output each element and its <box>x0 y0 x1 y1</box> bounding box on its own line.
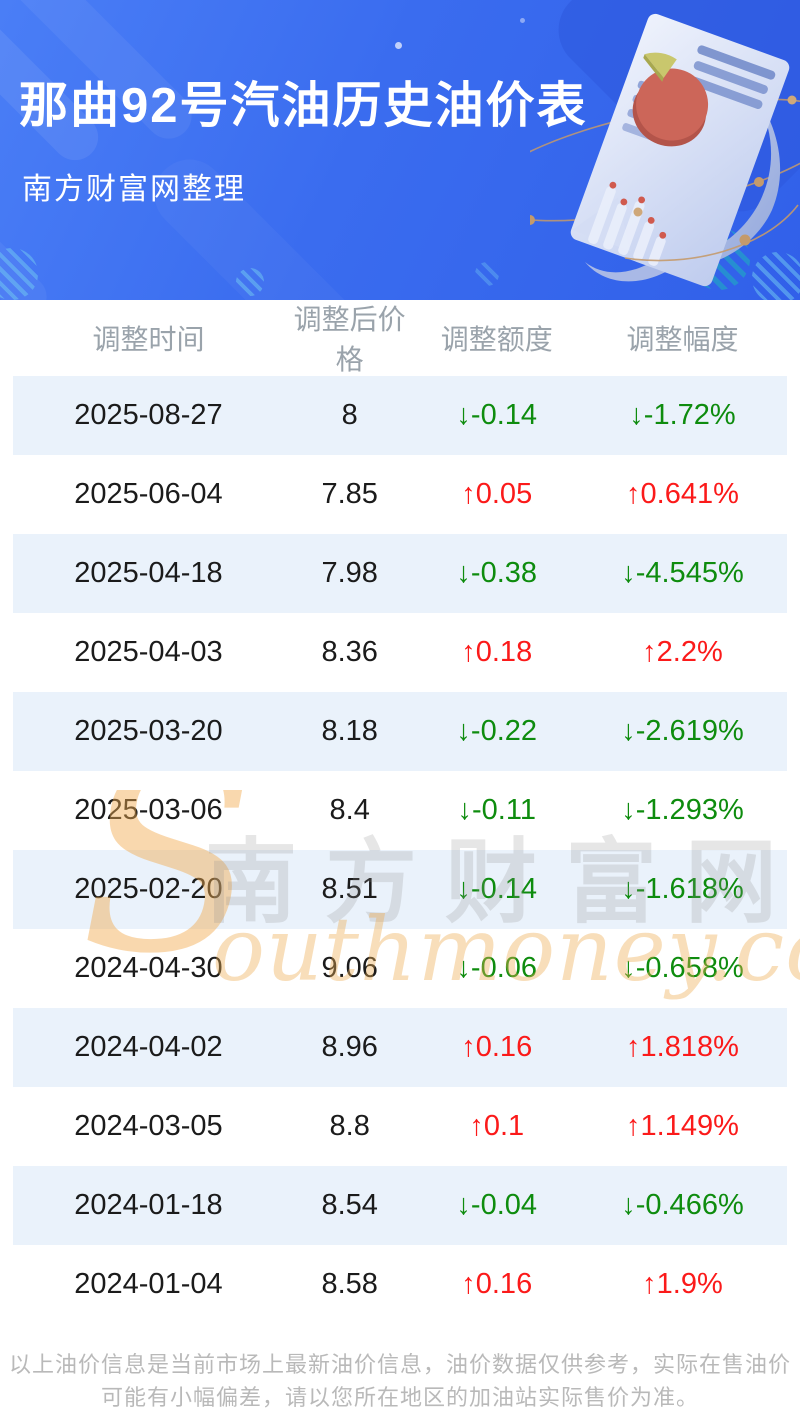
finance-report-illustration-icon <box>530 13 800 287</box>
disclaimer-text: 以上油价信息是当前市场上最新油价信息，油价数据仅供参考，实际在售油价可能有小幅偏… <box>8 1352 791 1410</box>
table-row: 2025-04-18 7.98 ↓-0.38 ↓-4.545% <box>13 534 787 613</box>
cell-price: 8.54 <box>321 1189 378 1221</box>
cell-rate: ↓-1.293% <box>621 794 744 826</box>
decor-striped-circle <box>752 252 800 300</box>
cell-price: 7.85 <box>321 478 378 510</box>
table-row: 2024-01-18 8.54 ↓-0.04 ↓-0.466% <box>13 1166 787 1245</box>
cell-date: 2025-04-03 <box>74 636 223 668</box>
cell-rate: ↑1.818% <box>626 1031 739 1063</box>
cell-amount: ↑0.16 <box>461 1268 533 1300</box>
table-row: 2024-01-04 8.58 ↑0.16 ↑1.9% <box>13 1245 787 1324</box>
column-header: 调整后价格 <box>293 304 406 375</box>
cell-date: 2025-06-04 <box>74 478 223 510</box>
cell-amount: ↓-0.22 <box>456 715 538 747</box>
cell-amount: ↓-0.11 <box>457 794 536 826</box>
cell-date: 2025-03-06 <box>74 794 223 826</box>
page-subtitle: 南方财富网整理 <box>22 173 246 206</box>
cell-amount: ↑0.05 <box>461 478 533 510</box>
cell-price: 8.36 <box>321 636 378 668</box>
table-row: 2025-04-03 8.36 ↑0.18 ↑2.2% <box>13 613 787 692</box>
cell-rate: ↑0.641% <box>626 478 739 510</box>
decor-dot <box>520 18 525 23</box>
cell-rate: ↓-4.545% <box>621 557 744 589</box>
cell-date: 2024-04-30 <box>74 952 223 984</box>
table-header-row: 调整时间 调整后价格 调整额度 调整幅度 <box>13 300 787 376</box>
column-header: 调整幅度 <box>626 324 739 355</box>
decor-dot <box>395 42 402 49</box>
cell-price: 7.98 <box>321 557 378 589</box>
cell-price: 8.58 <box>321 1268 378 1300</box>
cell-date: 2025-03-20 <box>74 715 223 747</box>
cell-price: 8.8 <box>329 1110 370 1142</box>
cell-price: 9.06 <box>321 952 378 984</box>
cell-amount: ↑0.18 <box>461 636 533 668</box>
cell-price: 8.4 <box>329 794 370 826</box>
cell-date: 2025-02-20 <box>74 873 223 905</box>
table-body: 2025-08-27 8 ↓-0.14 ↓-1.72% 2025-06-04 7.85 ↑0… <box>0 376 800 1324</box>
cell-rate: ↓-0.658% <box>621 952 744 984</box>
cell-rate: ↑1.9% <box>642 1268 723 1300</box>
cell-date: 2024-04-02 <box>74 1031 223 1063</box>
column-header: 调整额度 <box>440 324 553 355</box>
cell-price: 8 <box>341 399 358 431</box>
column-header: 调整时间 <box>92 324 205 355</box>
table-row: 2025-03-20 8.18 ↓-0.22 ↓-2.619% <box>13 692 787 771</box>
table-row: 2025-02-20 8.51 ↓-0.14 ↓-1.618% <box>13 850 787 929</box>
cell-price: 8.96 <box>321 1031 378 1063</box>
cell-rate: ↓-1.72% <box>629 399 736 431</box>
decor-striped-circle <box>236 268 264 296</box>
page-title: 那曲92号汽油历史油价表 <box>19 79 588 133</box>
cell-price: 8.51 <box>321 873 378 905</box>
table-row: 2024-03-05 8.8 ↑0.1 ↑1.149% <box>13 1087 787 1166</box>
cell-date: 2024-01-18 <box>74 1189 223 1221</box>
cell-date: 2024-03-05 <box>74 1110 223 1142</box>
cell-rate: ↓-2.619% <box>621 715 744 747</box>
cell-amount: ↓-0.04 <box>456 1189 538 1221</box>
table-row: 2024-04-02 8.96 ↑0.16 ↑1.818% <box>13 1008 787 1087</box>
decor-striped-circle <box>475 262 499 286</box>
cell-amount: ↓-0.14 <box>456 399 538 431</box>
cell-amount: ↓-0.38 <box>456 557 538 589</box>
table-row: 2025-08-27 8 ↓-0.14 ↓-1.72% <box>13 376 787 455</box>
table-row: 2025-03-06 8.4 ↓-0.11 ↓-1.293% <box>13 771 787 850</box>
cell-rate: ↑2.2% <box>642 636 723 668</box>
cell-price: 8.18 <box>321 715 378 747</box>
cell-rate: ↓-0.466% <box>621 1189 744 1221</box>
cell-amount: ↓-0.14 <box>456 873 538 905</box>
cell-amount: ↓-0.06 <box>456 952 538 984</box>
table-row: 2024-04-30 9.06 ↓-0.06 ↓-0.658% <box>13 929 787 1008</box>
cell-rate: ↓-1.618% <box>621 873 744 905</box>
price-table: 调整时间 调整后价格 调整额度 调整幅度 2025-08-27 8 ↓-0.14 ↓-1.7… <box>0 300 800 1324</box>
cell-date: 2025-08-27 <box>74 399 223 431</box>
cell-date: 2025-04-18 <box>74 557 223 589</box>
cell-amount: ↑0.1 <box>469 1110 525 1142</box>
cell-date: 2024-01-04 <box>74 1268 223 1300</box>
cell-amount: ↑0.16 <box>461 1031 533 1063</box>
header-banner: 那曲92号汽油历史油价表 南方财富网整理 <box>0 0 800 300</box>
table-row: 2025-06-04 7.85 ↑0.05 ↑0.641% <box>13 455 787 534</box>
cell-rate: ↑1.149% <box>626 1110 739 1142</box>
